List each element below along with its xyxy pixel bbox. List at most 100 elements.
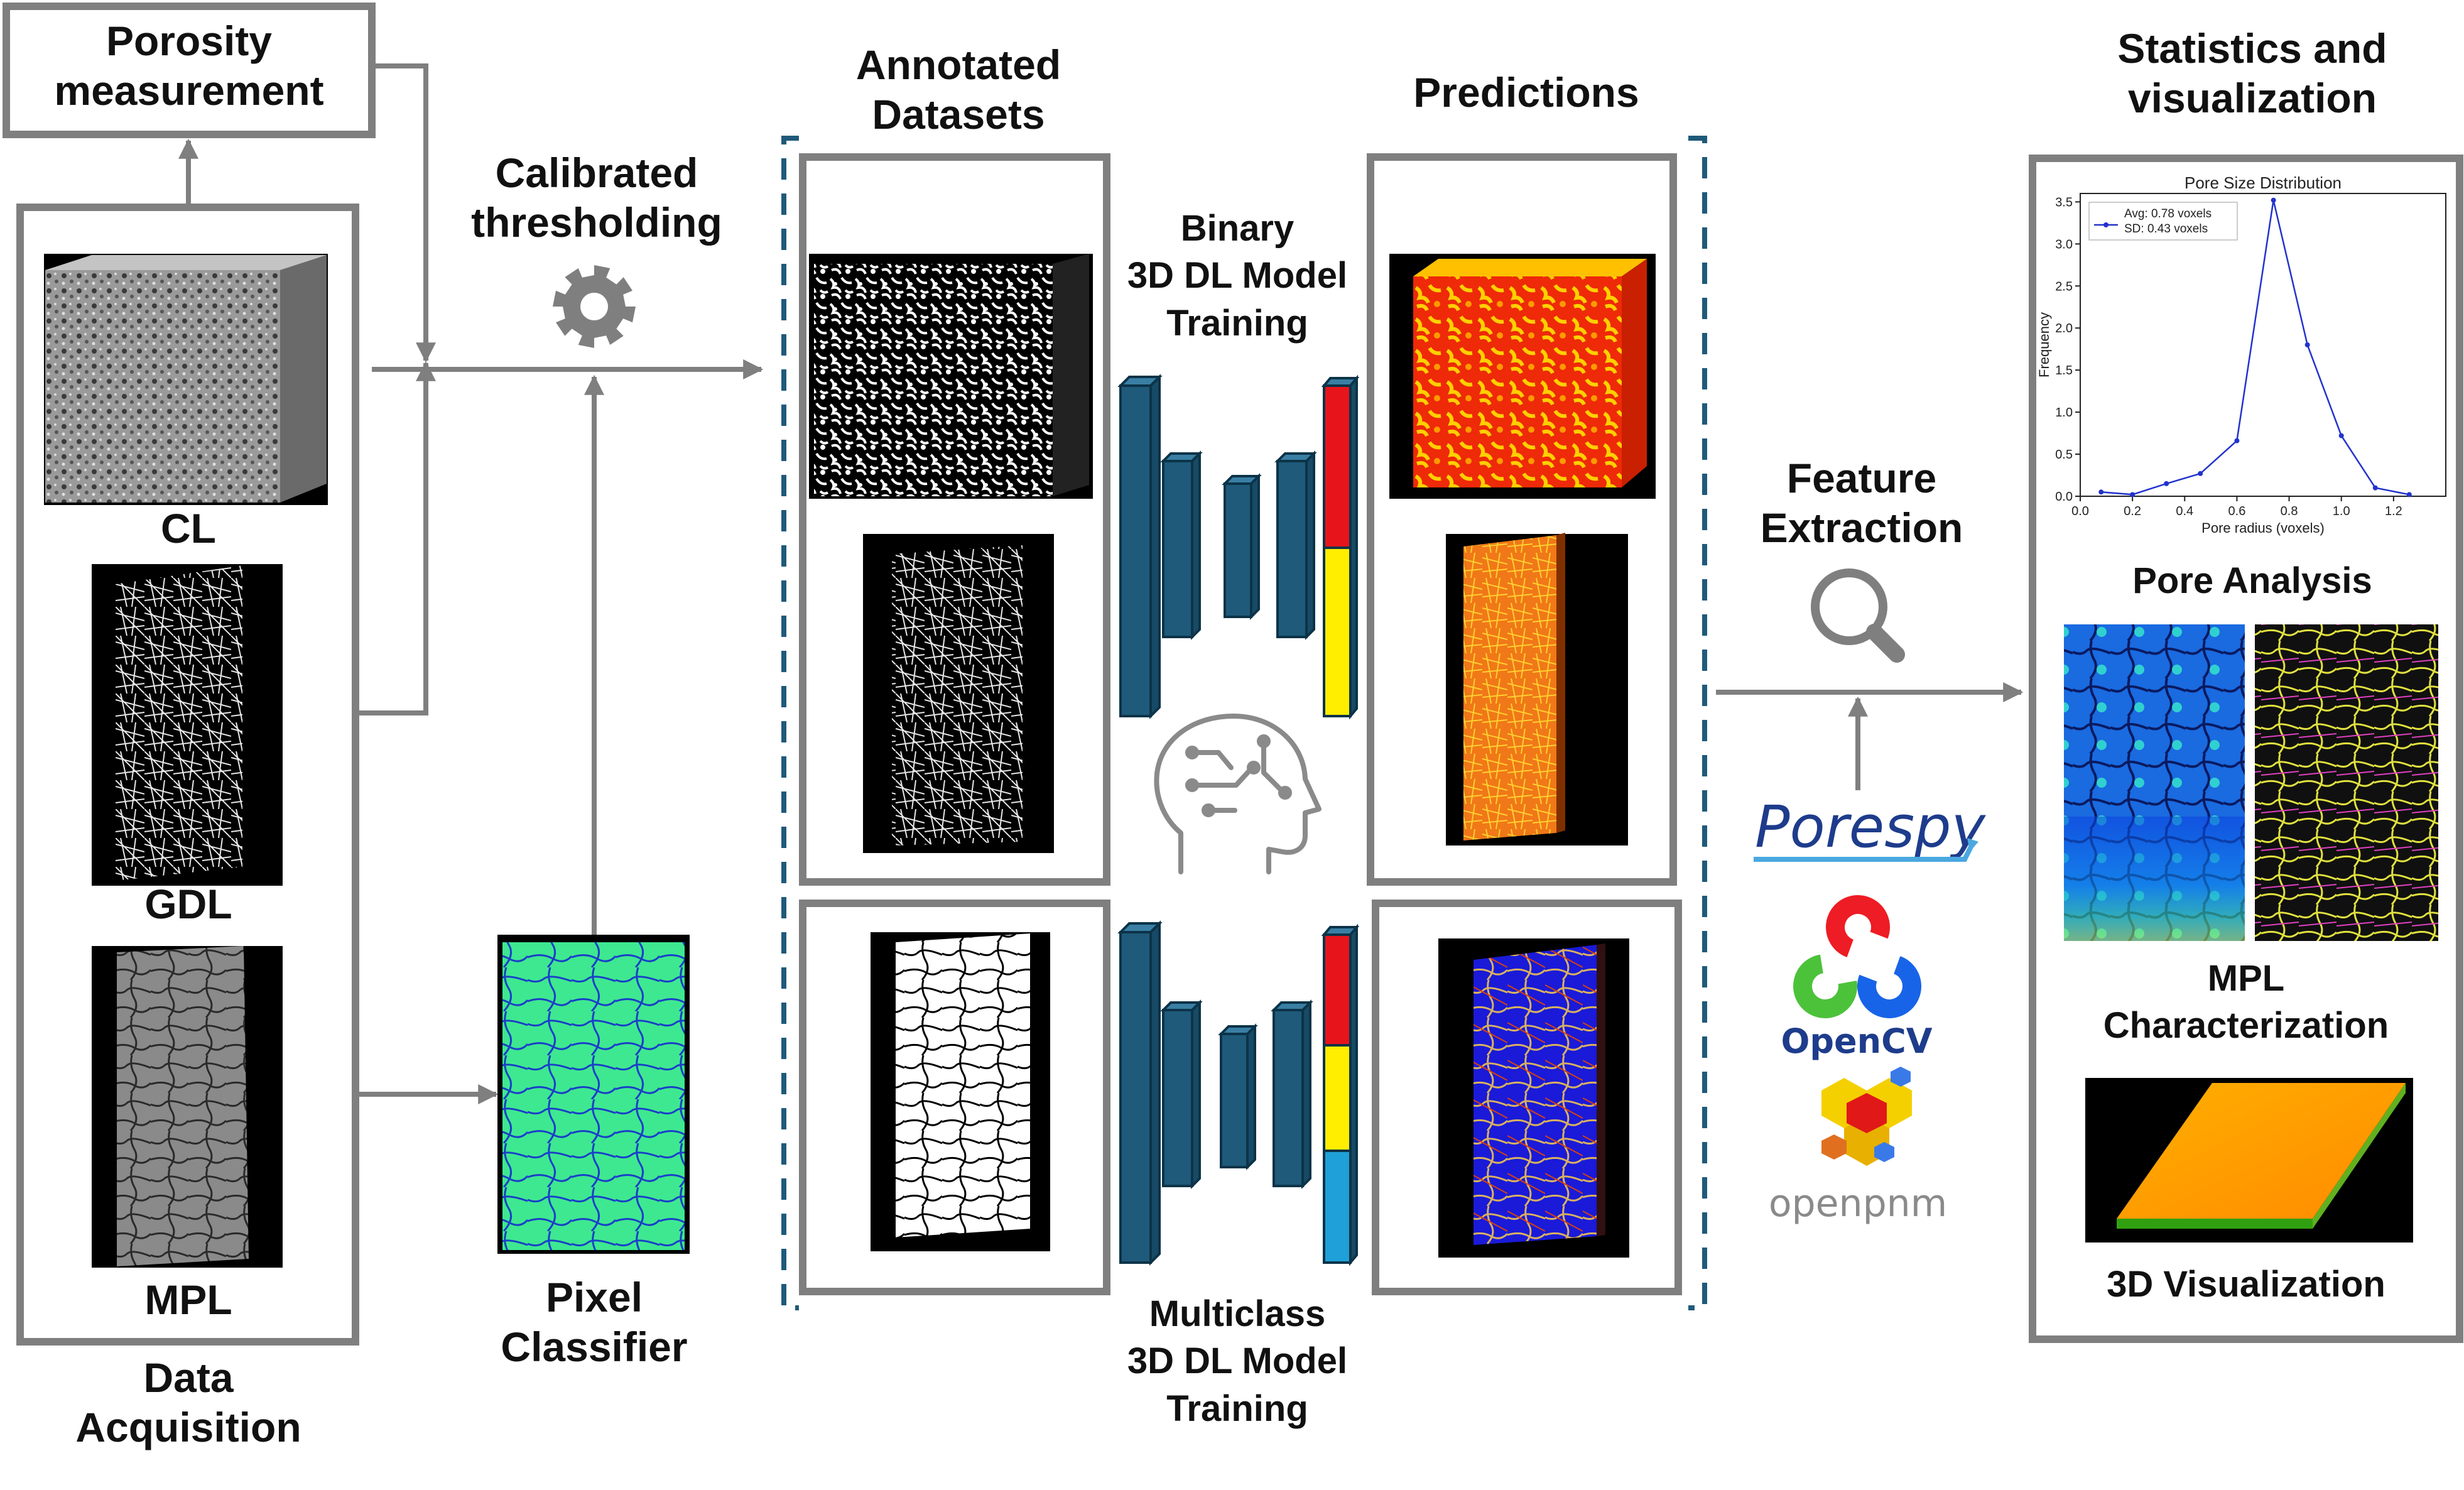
legend-entry: SD: 0.43 voxels xyxy=(2124,222,2208,236)
ai-brain-icon xyxy=(1154,714,1322,874)
data-acquisition-label: Data Acquisition xyxy=(75,1354,301,1451)
multiclass-unet xyxy=(1117,920,1360,1266)
series-line xyxy=(2101,200,2410,496)
x-tick-label: 0.2 xyxy=(2124,504,2141,518)
multiclass-training-label: Multiclass 3D DL Model Training xyxy=(1127,1293,1348,1429)
openpnm-logo: openpnm xyxy=(1769,1067,1947,1226)
multiclass-annotated-mpl-image xyxy=(871,932,1050,1251)
x-tick-label: 0.6 xyxy=(2228,504,2246,518)
binary-prediction-cl-image xyxy=(1389,254,1656,499)
data-point xyxy=(2164,481,2169,486)
data-point xyxy=(2234,438,2240,443)
openpnm-logo-text: openpnm xyxy=(1769,1182,1947,1226)
y-tick-label: 0.0 xyxy=(2055,490,2073,504)
binary-annotated-cl-image xyxy=(809,254,1093,499)
porespy-logo-text: Porespy xyxy=(1755,793,1987,861)
statistics-visualization-label: Statistics and visualization xyxy=(2117,25,2387,122)
gear-icon xyxy=(553,265,636,348)
mpl-label: MPL xyxy=(144,1276,232,1323)
legend-entry: Avg: 0.78 voxels xyxy=(2124,207,2212,220)
porosity-box xyxy=(3,3,376,138)
unet-blocks xyxy=(1117,374,1317,719)
data-point xyxy=(2098,489,2104,495)
opencv-logo: OpenCV xyxy=(1781,895,1933,1061)
multiclass-prediction-mpl-image xyxy=(1438,938,1629,1258)
left-dashed-bracket xyxy=(781,136,799,1310)
cl-label: CL xyxy=(161,505,216,552)
porosity-measurement-label: Porosity measurement xyxy=(54,18,324,114)
3d-visualization-label: 3D Visualization xyxy=(2107,1264,2385,1305)
mpl-characterization-label: MPL Characterization xyxy=(2103,958,2389,1047)
binary-annotated-box xyxy=(799,153,1110,886)
mpl-characterization-images xyxy=(2064,624,2438,941)
binary-output-classes xyxy=(1321,374,1360,720)
binary-training-label: Binary 3D DL Model Training xyxy=(1127,208,1348,344)
x-tick-label: 0.4 xyxy=(2176,504,2193,518)
y-tick-label: 1.0 xyxy=(2055,406,2073,420)
data-point xyxy=(2304,342,2310,347)
binary-prediction-gdl-image xyxy=(1446,533,1628,846)
chart-title: Pore Size Distribution xyxy=(2184,173,2342,192)
multiclass-predictions-box xyxy=(1372,900,1682,1295)
class-red-block xyxy=(1323,384,1352,549)
porosity-to-threshold-line xyxy=(372,63,436,363)
binary-annotated-gdl-image xyxy=(863,534,1054,853)
x-tick-label: 0.8 xyxy=(2281,504,2298,518)
pore-analysis-label: Pore Analysis xyxy=(2132,560,2372,601)
y-tick-label: 2.5 xyxy=(2055,280,2073,293)
multiclass-output-classes xyxy=(1321,923,1360,1266)
mpl-3d-slab-image xyxy=(2085,1078,2413,1243)
y-tick-label: 3.5 xyxy=(2055,195,2073,209)
predictions-label: Predictions xyxy=(1413,69,1639,116)
calibrated-thresholding-label: Calibrated thresholding xyxy=(471,150,722,246)
annotated-datasets-label: Annotated Datasets xyxy=(855,41,1061,138)
mpl-sample-image xyxy=(92,946,283,1268)
x-tick-label: 0.0 xyxy=(2071,504,2089,518)
data-point xyxy=(2338,433,2344,438)
connectors xyxy=(178,63,2024,1104)
data-point xyxy=(2130,492,2136,498)
statistics-box xyxy=(2029,155,2463,1343)
unet-blocks xyxy=(1117,920,1313,1266)
multiclass-annotated-box xyxy=(799,900,1110,1295)
y-tick-label: 1.5 xyxy=(2055,364,2073,378)
binary-predictions-box xyxy=(1367,153,1677,886)
feature-extraction-label: Feature Extraction xyxy=(1760,455,1963,552)
opencv-logo-text: OpenCV xyxy=(1781,1021,1932,1061)
magnifier-icon xyxy=(1811,568,1905,663)
pixel-classifier-label: Pixel Classifier xyxy=(501,1274,688,1371)
pore-size-chart: Pore Size Distribution 0.0 0.2 0.4 0.6 0.8 1.0… xyxy=(2036,173,2446,536)
y-tick-label: 2.0 xyxy=(2055,322,2073,335)
class-yellow-block xyxy=(1323,1044,1352,1152)
x-tick-label: 1.0 xyxy=(2333,504,2350,518)
dashed-brackets xyxy=(781,136,1707,1310)
cl-sample-image xyxy=(44,254,328,505)
gdl-to-threshold-line xyxy=(355,361,436,715)
y-tick-label: 0.5 xyxy=(2055,448,2073,462)
data-point xyxy=(2271,197,2276,203)
y-tick-label: 3.0 xyxy=(2055,237,2073,251)
x-tick-label: 1.2 xyxy=(2385,504,2402,518)
data-acquisition-box xyxy=(16,204,359,1346)
right-dashed-bracket xyxy=(1688,136,1707,1310)
data-point xyxy=(2406,492,2412,498)
boxes xyxy=(3,3,2463,1346)
legend-marker xyxy=(2103,222,2109,227)
x-axis-label: Pore radius (voxels) xyxy=(2201,520,2325,536)
y-axis-label: Frequency xyxy=(2036,312,2052,378)
class-blue-block xyxy=(1323,1150,1352,1264)
mpl-segmentation-image xyxy=(2255,624,2438,941)
data-point xyxy=(2198,470,2203,476)
class-yellow-block xyxy=(1323,547,1352,717)
pixel-classifier-image xyxy=(497,935,690,1254)
gdl-sample-image xyxy=(92,564,283,886)
legend-box xyxy=(2088,202,2238,241)
porespy-logo: Porespy xyxy=(1754,793,1987,862)
class-red-block xyxy=(1323,933,1352,1047)
binary-unet xyxy=(1117,374,1360,720)
gear-hole xyxy=(580,293,608,320)
chart-frame xyxy=(2080,193,2446,497)
data-point xyxy=(2372,485,2378,491)
gdl-label: GDL xyxy=(144,881,232,927)
